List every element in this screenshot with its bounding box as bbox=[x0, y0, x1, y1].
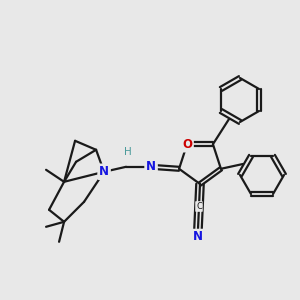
Text: N: N bbox=[193, 230, 203, 244]
Text: O: O bbox=[182, 138, 192, 151]
Text: H: H bbox=[124, 147, 132, 157]
Text: N: N bbox=[146, 160, 156, 173]
Text: N: N bbox=[99, 165, 109, 178]
Text: C: C bbox=[196, 202, 202, 211]
